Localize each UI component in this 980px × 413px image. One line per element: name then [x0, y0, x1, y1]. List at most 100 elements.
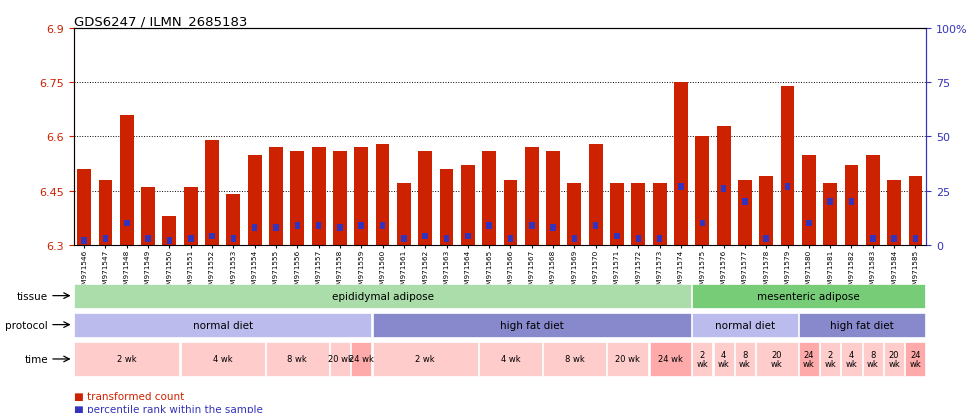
Bar: [614, 233, 619, 240]
Bar: [567, 184, 581, 245]
Bar: [333, 152, 347, 245]
Bar: [887, 180, 901, 245]
Bar: [546, 152, 560, 245]
Bar: [372, 342, 478, 376]
Text: time: time: [24, 354, 48, 364]
Bar: [696, 137, 710, 245]
Text: high fat diet: high fat diet: [830, 320, 894, 330]
Text: 8
wk: 8 wk: [739, 351, 751, 368]
Bar: [742, 199, 748, 205]
Text: mesenteric adipose: mesenteric adipose: [758, 291, 860, 301]
Bar: [807, 221, 811, 227]
Bar: [721, 186, 726, 192]
Text: 8 wk: 8 wk: [564, 355, 584, 363]
Bar: [330, 342, 350, 376]
Bar: [636, 235, 641, 242]
Bar: [482, 152, 496, 245]
Text: 2 wk: 2 wk: [416, 355, 435, 363]
Text: 4 wk: 4 wk: [501, 355, 520, 363]
Text: ■ transformed count: ■ transformed count: [74, 392, 183, 401]
Bar: [103, 235, 108, 242]
Bar: [273, 225, 278, 231]
Bar: [375, 144, 389, 245]
Bar: [99, 180, 113, 245]
Bar: [312, 148, 325, 245]
Text: 20
wk: 20 wk: [888, 351, 900, 368]
Bar: [180, 342, 265, 376]
Text: 4
wk: 4 wk: [717, 351, 729, 368]
Bar: [650, 342, 691, 376]
Bar: [167, 238, 172, 244]
Bar: [351, 342, 371, 376]
Bar: [735, 342, 755, 376]
Bar: [418, 152, 432, 245]
Bar: [295, 223, 300, 229]
Bar: [866, 155, 880, 245]
Bar: [74, 313, 371, 337]
Bar: [74, 342, 179, 376]
Bar: [543, 342, 606, 376]
Text: 8
wk: 8 wk: [867, 351, 879, 368]
Bar: [674, 83, 688, 245]
Bar: [593, 223, 599, 229]
Bar: [120, 116, 133, 245]
Bar: [372, 313, 691, 337]
Bar: [692, 313, 798, 337]
Bar: [892, 235, 897, 242]
Text: GDS6247 / ILMN_2685183: GDS6247 / ILMN_2685183: [74, 15, 247, 28]
Text: 2 wk: 2 wk: [117, 355, 136, 363]
Bar: [849, 199, 855, 205]
Bar: [611, 184, 624, 245]
Bar: [802, 155, 815, 245]
Bar: [504, 180, 517, 245]
Bar: [124, 221, 129, 227]
Bar: [252, 225, 258, 231]
Bar: [163, 216, 176, 245]
Bar: [760, 177, 773, 245]
Bar: [551, 225, 556, 231]
Bar: [226, 195, 240, 245]
Bar: [77, 170, 91, 245]
Bar: [692, 342, 712, 376]
Bar: [757, 342, 798, 376]
Bar: [700, 221, 705, 227]
Bar: [508, 235, 514, 242]
Bar: [884, 342, 905, 376]
Text: 4
wk: 4 wk: [846, 351, 858, 368]
Text: tissue: tissue: [17, 291, 48, 301]
Bar: [799, 342, 819, 376]
Bar: [571, 235, 577, 242]
Text: 24 wk: 24 wk: [349, 355, 373, 363]
Bar: [145, 235, 151, 242]
Bar: [631, 184, 645, 245]
Bar: [466, 233, 470, 240]
Bar: [657, 235, 662, 242]
Bar: [908, 177, 922, 245]
Bar: [479, 342, 542, 376]
Bar: [359, 223, 364, 229]
Bar: [205, 141, 219, 245]
Bar: [716, 126, 730, 245]
Bar: [270, 148, 283, 245]
Text: normal diet: normal diet: [193, 320, 253, 330]
Text: protocol: protocol: [5, 320, 48, 330]
Text: 20
wk: 20 wk: [771, 351, 783, 368]
Bar: [337, 225, 343, 231]
Bar: [397, 184, 411, 245]
Text: 24
wk: 24 wk: [909, 351, 921, 368]
Text: 2
wk: 2 wk: [697, 351, 709, 368]
Bar: [823, 184, 837, 245]
Bar: [713, 342, 734, 376]
Bar: [785, 184, 790, 190]
Bar: [912, 235, 918, 242]
Bar: [486, 223, 492, 229]
Bar: [607, 342, 649, 376]
Text: 20 wk: 20 wk: [327, 355, 353, 363]
Bar: [81, 238, 87, 244]
Bar: [141, 188, 155, 245]
Text: 2
wk: 2 wk: [824, 351, 836, 368]
Bar: [820, 342, 840, 376]
Text: 24 wk: 24 wk: [658, 355, 683, 363]
Bar: [74, 284, 691, 308]
Bar: [188, 235, 193, 242]
